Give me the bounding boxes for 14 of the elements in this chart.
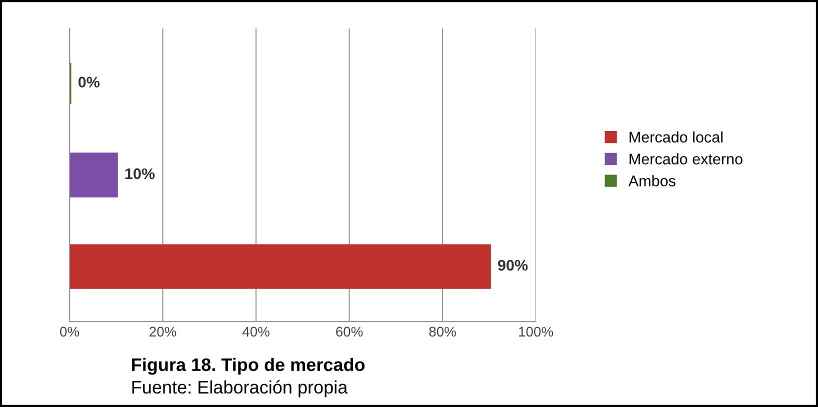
legend-label: Mercado externo (630, 153, 742, 164)
source-note: Fuente: Elaboración propia (132, 380, 348, 398)
data-label: 90% (498, 260, 528, 271)
x-tick-label: 20% (150, 326, 176, 337)
legend-label: Mercado local (630, 131, 722, 143)
legend-label: Ambos (628, 175, 676, 186)
x-tick-label: 60% (336, 326, 363, 337)
x-tick-label: 100% (519, 326, 554, 337)
text: Figura 18. Tipo de mercado (132, 358, 365, 375)
x-tick-label: 0% (60, 326, 80, 337)
data-label: 10% (125, 168, 155, 180)
x-tick-label: 40% (242, 326, 270, 337)
data-label: 0% (78, 76, 100, 88)
x-tick-label: 80% (429, 326, 456, 337)
